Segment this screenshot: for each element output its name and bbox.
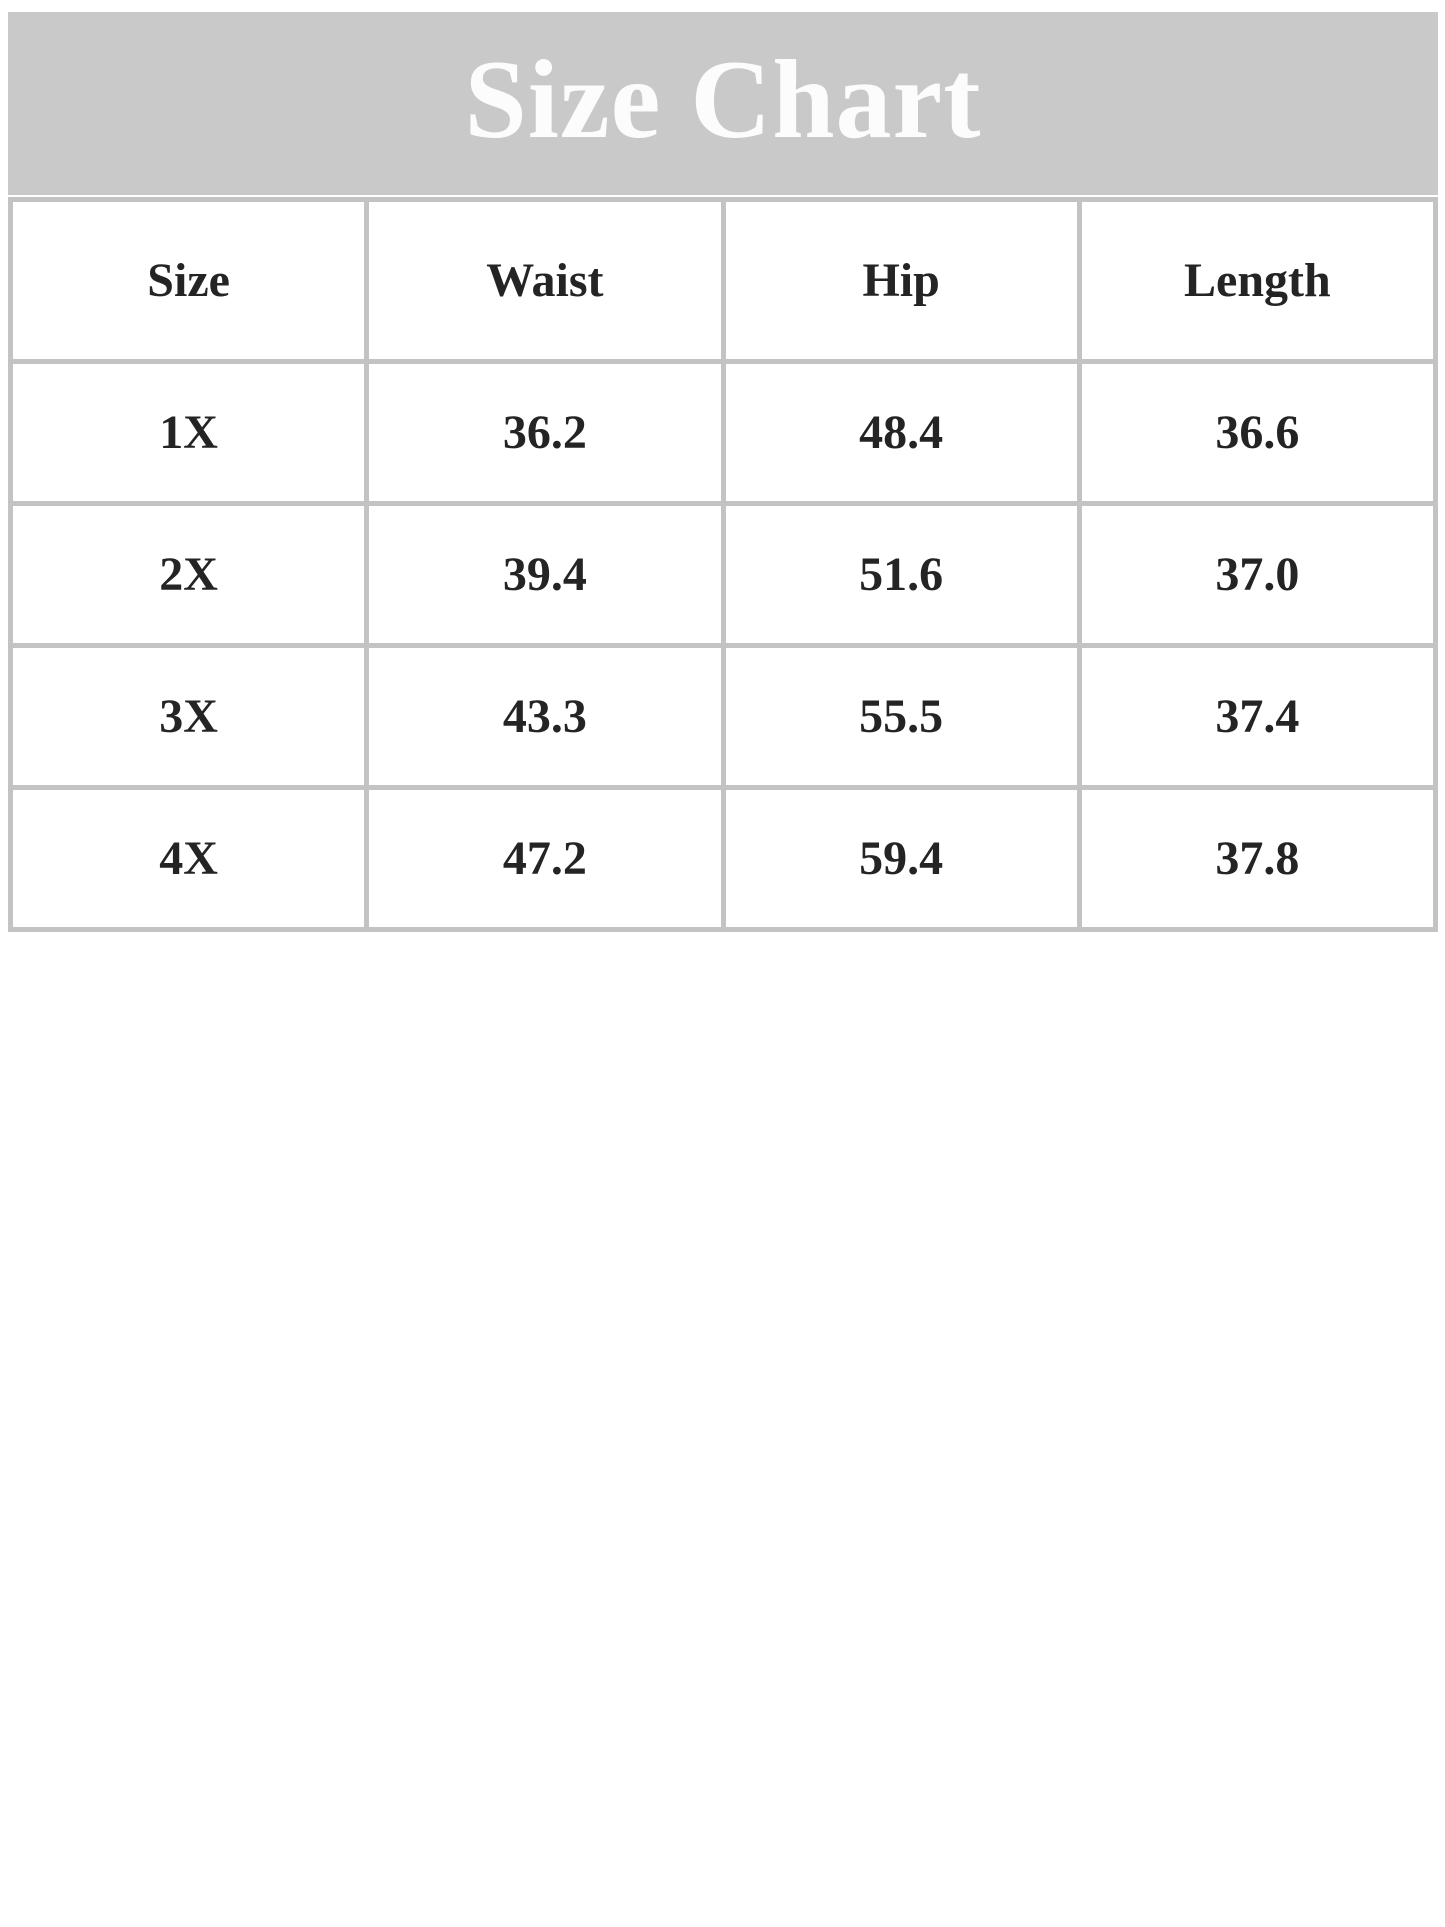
table-row-4x: 4X 47.2 59.4 37.8 [7,785,1439,932]
column-header-waist: Waist [364,197,726,364]
table-row-3x: 3X 43.3 55.5 37.4 [7,643,1439,790]
cell-3x-length: 37.4 [1076,643,1439,790]
cell-2x-waist: 39.4 [364,501,726,648]
size-chart-sheet: Size Chart Size Waist Hip Length 1X 36.2… [7,12,1439,932]
cell-2x-hip: 51.6 [720,501,1082,648]
size-chart-banner: Size Chart [8,12,1438,195]
column-header-length: Length [1076,197,1439,364]
column-header-size: Size [7,197,370,364]
table-row-1x: 1X 36.2 48.4 36.6 [7,359,1439,506]
size-chart-table: Size Waist Hip Length 1X 36.2 48.4 36.6 … [7,197,1439,932]
cell-2x-size: 2X [7,501,370,648]
cell-1x-size: 1X [7,359,370,506]
cell-3x-size: 3X [7,643,370,790]
cell-3x-waist: 43.3 [364,643,726,790]
table-row-2x: 2X 39.4 51.6 37.0 [7,501,1439,648]
cell-1x-waist: 36.2 [364,359,726,506]
column-header-hip: Hip [720,197,1082,364]
cell-2x-length: 37.0 [1076,501,1439,648]
table-header: Size Waist Hip Length [7,197,1439,364]
cell-4x-length: 37.8 [1076,785,1439,932]
cell-1x-length: 36.6 [1076,359,1439,506]
cell-1x-hip: 48.4 [720,359,1082,506]
cell-3x-hip: 55.5 [720,643,1082,790]
cell-4x-waist: 47.2 [364,785,726,932]
cell-4x-hip: 59.4 [720,785,1082,932]
cell-4x-size: 4X [7,785,370,932]
header-row: Size Waist Hip Length [7,197,1439,364]
table-body: 1X 36.2 48.4 36.6 2X 39.4 51.6 37.0 3X 4… [7,359,1439,932]
page-title: Size Chart [464,37,982,162]
